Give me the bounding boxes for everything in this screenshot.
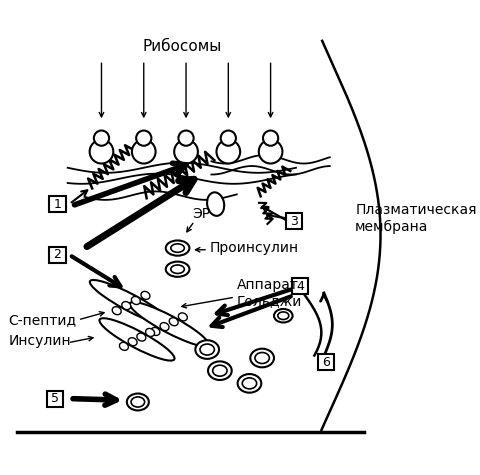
Text: 4: 4 xyxy=(296,280,304,293)
Ellipse shape xyxy=(242,378,257,389)
FancyBboxPatch shape xyxy=(292,278,308,294)
Text: 1: 1 xyxy=(54,198,61,210)
Ellipse shape xyxy=(137,333,146,341)
Ellipse shape xyxy=(171,244,184,252)
Ellipse shape xyxy=(122,302,131,310)
Circle shape xyxy=(263,131,278,146)
Ellipse shape xyxy=(145,328,155,336)
Ellipse shape xyxy=(208,361,232,380)
Text: Аппарат
Гольджи: Аппарат Гольджи xyxy=(237,278,302,308)
Circle shape xyxy=(90,140,113,163)
FancyBboxPatch shape xyxy=(286,213,302,229)
Ellipse shape xyxy=(255,352,269,363)
Ellipse shape xyxy=(132,296,140,304)
Ellipse shape xyxy=(213,365,227,376)
Circle shape xyxy=(221,131,236,146)
Ellipse shape xyxy=(160,323,169,331)
Ellipse shape xyxy=(250,349,274,367)
Text: Плазматическая
мембрана: Плазматическая мембрана xyxy=(355,203,477,234)
Ellipse shape xyxy=(171,265,184,274)
Ellipse shape xyxy=(195,340,219,359)
Circle shape xyxy=(179,131,193,146)
Circle shape xyxy=(94,131,109,146)
Ellipse shape xyxy=(112,307,121,314)
Circle shape xyxy=(132,140,156,163)
Ellipse shape xyxy=(130,302,208,346)
Ellipse shape xyxy=(274,309,293,323)
Circle shape xyxy=(174,140,198,163)
Text: С-пептид: С-пептид xyxy=(9,313,77,327)
Ellipse shape xyxy=(90,280,172,326)
Text: 3: 3 xyxy=(290,215,298,228)
Circle shape xyxy=(136,131,151,146)
Ellipse shape xyxy=(238,374,261,393)
Ellipse shape xyxy=(141,291,150,299)
Circle shape xyxy=(259,140,282,163)
Ellipse shape xyxy=(128,338,137,346)
Ellipse shape xyxy=(131,397,144,407)
FancyBboxPatch shape xyxy=(49,196,66,212)
Text: 6: 6 xyxy=(322,356,329,369)
Ellipse shape xyxy=(120,342,129,351)
Text: ЭР: ЭР xyxy=(192,207,210,221)
Ellipse shape xyxy=(169,318,178,326)
Ellipse shape xyxy=(151,327,160,335)
Ellipse shape xyxy=(166,240,190,256)
Ellipse shape xyxy=(207,192,224,216)
Ellipse shape xyxy=(99,318,175,361)
Text: 2: 2 xyxy=(54,248,61,261)
FancyBboxPatch shape xyxy=(49,247,66,263)
FancyBboxPatch shape xyxy=(318,354,334,371)
Text: 5: 5 xyxy=(51,392,59,405)
Ellipse shape xyxy=(179,313,187,321)
Ellipse shape xyxy=(200,344,215,355)
Ellipse shape xyxy=(166,262,190,277)
Text: Рибосомы: Рибосомы xyxy=(142,39,221,54)
Circle shape xyxy=(216,140,240,163)
Ellipse shape xyxy=(127,393,149,410)
FancyBboxPatch shape xyxy=(47,390,63,407)
Text: Проинсулин: Проинсулин xyxy=(210,241,299,255)
Text: Инсулин: Инсулин xyxy=(9,334,71,348)
Ellipse shape xyxy=(278,312,289,320)
